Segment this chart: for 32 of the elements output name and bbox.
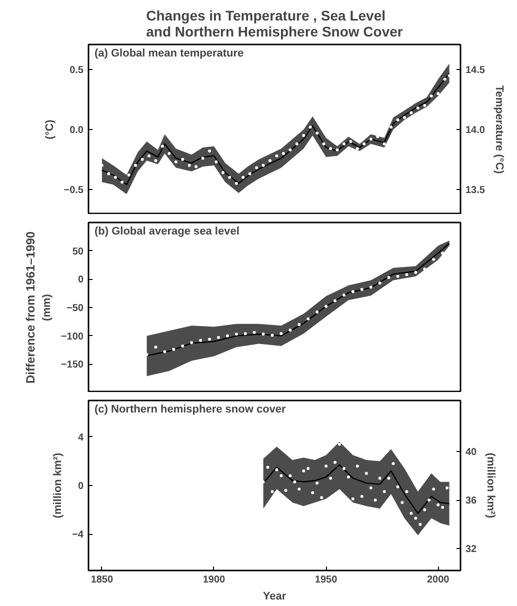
x-tick-label: 2000 bbox=[426, 574, 450, 586]
y-axis-title: (mm) bbox=[40, 294, 53, 321]
y-tick-label: 0.5 bbox=[70, 65, 84, 76]
y2-axis-title: (million km²) bbox=[484, 452, 497, 519]
x-tick-label: 1900 bbox=[202, 574, 226, 586]
y-axis-title: (°C) bbox=[44, 119, 56, 140]
y-tick-label: 4 bbox=[78, 432, 84, 444]
y-tick-label: −4 bbox=[72, 530, 84, 541]
x-tick-label: 1950 bbox=[314, 574, 338, 586]
y2-axis-title: Temperature (°C) bbox=[492, 85, 505, 174]
chart-subtitle: (a) Global mean temperature bbox=[94, 48, 244, 60]
y-tick-label: −100 bbox=[60, 331, 84, 342]
y2-tick-label: 14.0 bbox=[466, 125, 486, 136]
y-tick-label: 0 bbox=[78, 481, 84, 492]
y2-tick-label: 36 bbox=[466, 496, 478, 507]
y-tick-label: −50 bbox=[66, 303, 84, 314]
y-tick-label: 0 bbox=[78, 274, 84, 286]
chart-subtitle: (b) Global average sea level bbox=[94, 226, 240, 238]
y-tick-label: 50 bbox=[72, 246, 84, 258]
y-tick-label: 0.0 bbox=[70, 125, 84, 136]
x-axis-title: Year bbox=[262, 590, 287, 602]
y-axis-title: (million km²) bbox=[52, 452, 64, 518]
text: Difference from 1961–1990 bbox=[24, 231, 38, 384]
y2-tick-label: 14.5 bbox=[466, 65, 486, 76]
y2-tick-label: 40 bbox=[466, 447, 478, 458]
y-tick-label: −150 bbox=[60, 360, 84, 371]
y2-tick-label: 32 bbox=[466, 544, 478, 556]
x-tick-label: 1850 bbox=[90, 574, 114, 586]
y-tick-label: −0.5 bbox=[64, 184, 84, 196]
y2-tick-label: 13.5 bbox=[466, 184, 486, 196]
chart-title: Changes in Temperature , Sea Level and Northern Hemisphere Snow Cover bbox=[146, 8, 404, 40]
chart-subtitle: (c) Northern hemisphere snow cover bbox=[94, 404, 287, 416]
